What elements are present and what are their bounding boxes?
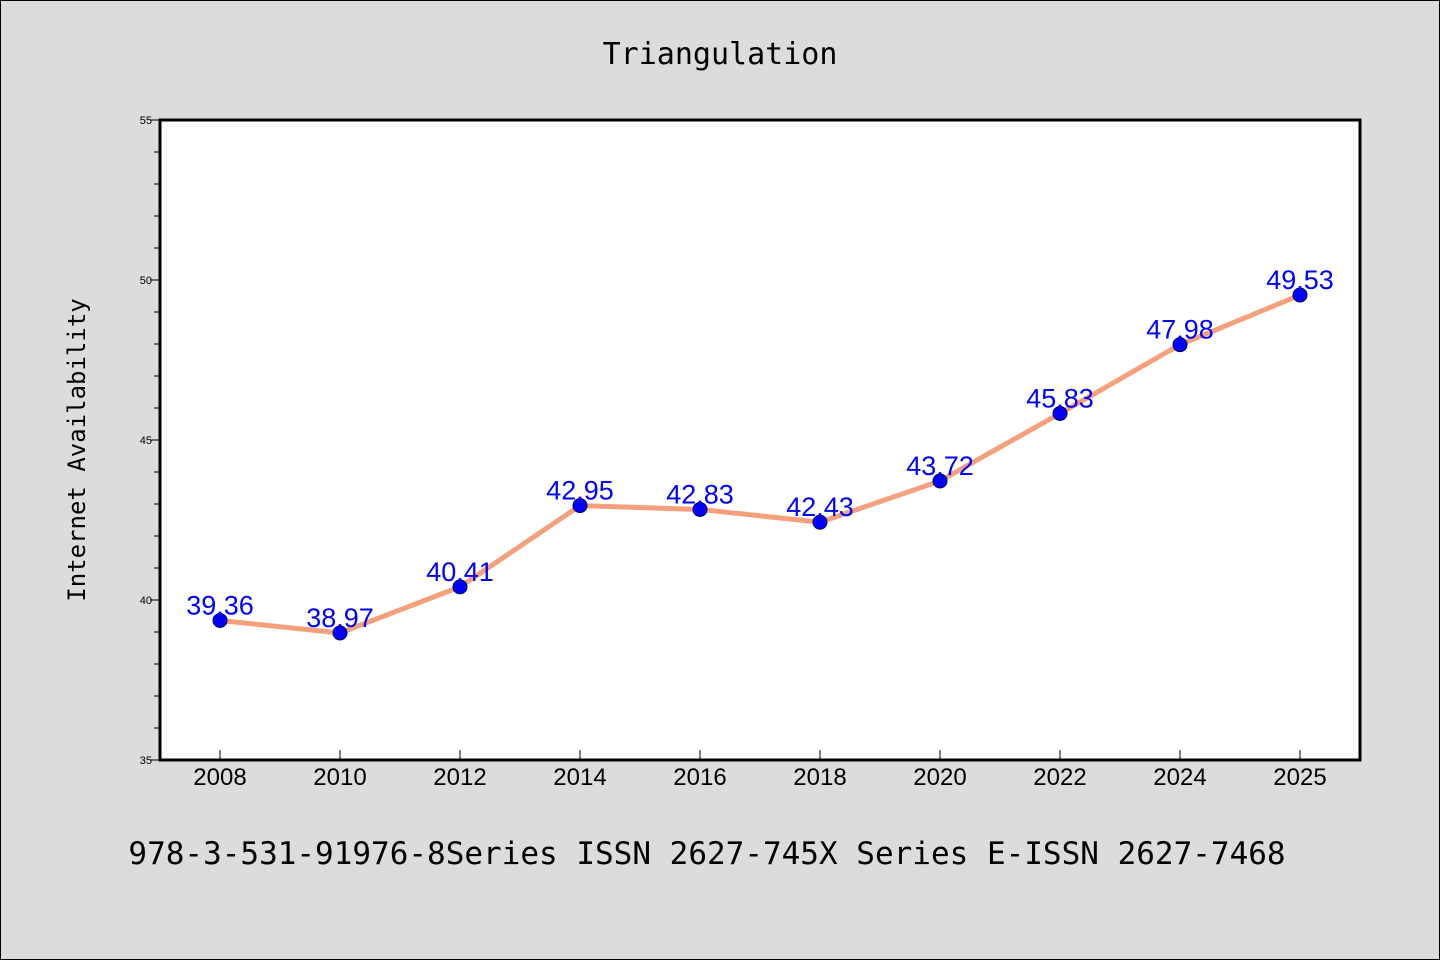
data-point-label: 42.83 <box>666 479 734 509</box>
data-point-label: 43.72 <box>906 451 974 481</box>
data-point-label: 40.41 <box>426 557 494 587</box>
y-tick-label: 55 <box>140 115 152 127</box>
x-axis-ticks: 2008 2010 2012 2014 2016 2018 2020 2022 2024 2025 <box>193 750 1327 791</box>
data-point-label: 42.95 <box>546 476 614 506</box>
data-point-label: 38.97 <box>306 603 374 633</box>
x-tick-label: 2020 <box>913 764 966 791</box>
data-labels-layer: 39.36 38.97 40.41 42.95 42.83 42.43 43.72 45.83… <box>186 265 1334 633</box>
data-point-marker <box>812 514 828 530</box>
data-point-marker <box>1052 405 1068 421</box>
x-tick-label: 2010 <box>313 764 366 791</box>
x-tick-label: 2008 <box>193 764 246 791</box>
y-tick-label: 35 <box>140 755 152 767</box>
data-point-marker <box>692 501 708 517</box>
x-tick-label: 2012 <box>433 764 486 791</box>
x-tick-label: 2018 <box>793 764 846 791</box>
x-tick-label: 2025 <box>1273 764 1326 791</box>
y-axis-label: Internet Availability <box>63 298 91 601</box>
x-tick-label: 2014 <box>553 764 606 791</box>
data-point-marker <box>932 473 948 489</box>
data-point-label: 39.36 <box>186 590 254 620</box>
data-point-marker <box>1172 337 1188 353</box>
y-tick-label: 50 <box>140 275 152 287</box>
y-tick-label: 40 <box>140 595 152 607</box>
data-point-marker <box>1292 287 1308 303</box>
plot-area <box>160 120 1360 760</box>
data-point-marker <box>212 612 228 628</box>
series-line <box>217 292 1303 636</box>
x-tick-label: 2024 <box>1153 764 1206 791</box>
plot-frame <box>158 118 1362 762</box>
x-tick-label: 2022 <box>1033 764 1086 791</box>
data-point-label: 45.83 <box>1026 383 1094 413</box>
footer-isbn-issn-text: 978-3-531-91976-8Series ISSN 2627-745X S… <box>128 836 1285 872</box>
data-point-label: 49.53 <box>1266 265 1334 295</box>
data-point-label: 42.43 <box>786 492 854 522</box>
x-tick-label: 2016 <box>673 764 726 791</box>
data-point-marker <box>452 579 468 595</box>
y-tick-label: 45 <box>140 435 152 447</box>
data-point-marker <box>572 498 588 514</box>
data-point-marker <box>332 625 348 641</box>
series-line-layer <box>212 287 1308 641</box>
chart-title: Triangulation <box>603 37 838 72</box>
data-point-label: 47.98 <box>1146 315 1214 345</box>
